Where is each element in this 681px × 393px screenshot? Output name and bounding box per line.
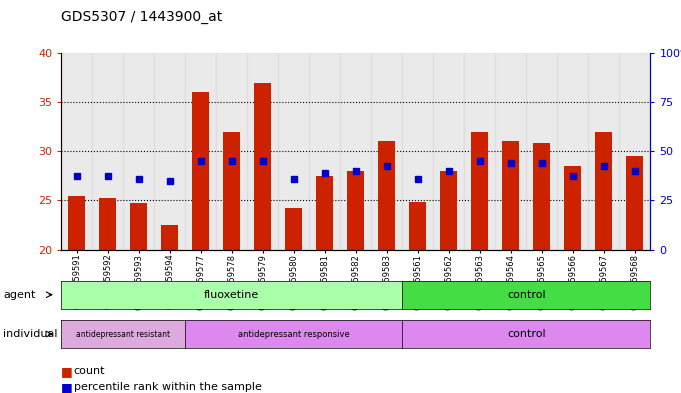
Bar [123,53,155,250]
Bar [68,195,85,250]
Text: percentile rank within the sample: percentile rank within the sample [74,382,262,392]
Bar [619,53,650,250]
Bar [192,92,209,250]
Bar [254,83,271,250]
Bar [503,141,520,250]
Bar [557,53,588,250]
Bar [61,53,93,250]
Text: ■: ■ [61,380,73,393]
Text: antidepressant resistant: antidepressant resistant [76,330,170,338]
Text: GDS5307 / 1443900_at: GDS5307 / 1443900_at [61,10,223,24]
Bar [347,171,364,250]
Bar [309,53,340,250]
Text: antidepressant responsive: antidepressant responsive [238,330,349,338]
Bar [495,53,526,250]
Bar [533,143,550,250]
Bar [99,198,116,250]
Bar [185,53,217,250]
Text: individual: individual [3,329,58,339]
Bar [247,53,279,250]
Bar [627,156,644,250]
Bar [526,53,557,250]
Bar [285,208,302,250]
Bar [316,176,333,250]
Bar [595,132,612,250]
Text: agent: agent [3,290,36,300]
Bar [279,53,309,250]
Text: count: count [74,366,105,376]
Bar [464,53,495,250]
Bar [379,141,396,250]
Bar [441,171,458,250]
Text: control: control [507,329,545,339]
Bar [340,53,371,250]
Text: fluoxetine: fluoxetine [204,290,259,300]
Bar [565,166,582,250]
Bar [155,53,185,250]
Bar [371,53,402,250]
Bar [217,53,247,250]
Bar [130,204,147,250]
Bar [93,53,123,250]
Bar [161,225,178,250]
Bar [588,53,619,250]
Bar [471,132,488,250]
Text: ■: ■ [61,365,73,378]
Bar [409,202,426,250]
Bar [433,53,464,250]
Text: control: control [507,290,545,300]
Bar [223,132,240,250]
Bar [402,53,433,250]
